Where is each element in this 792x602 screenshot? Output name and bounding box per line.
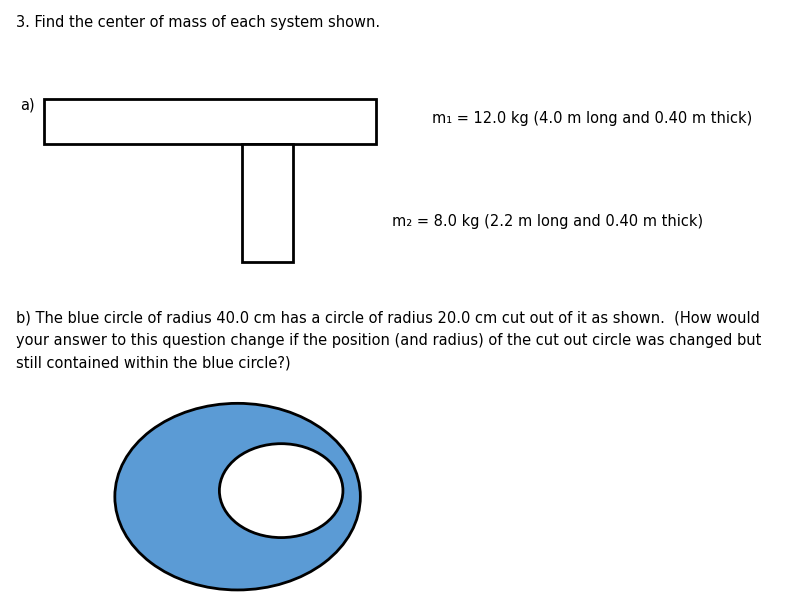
Bar [44,99,376,144]
Text: m₂ = 8.0 kg (2.2 m long and 0.40 m thick): m₂ = 8.0 kg (2.2 m long and 0.40 m thick… [392,214,703,229]
Text: a): a) [20,98,34,113]
Text: 3. Find the center of mass of each system shown.: 3. Find the center of mass of each syste… [16,15,380,30]
Circle shape [219,444,343,538]
Text: m₁ = 12.0 kg (4.0 m long and 0.40 m thick): m₁ = 12.0 kg (4.0 m long and 0.40 m thic… [432,111,752,126]
Text: still contained within the blue circle?): still contained within the blue circle?) [16,356,291,371]
Bar [242,144,293,262]
Text: b) The blue circle of radius 40.0 cm has a circle of radius 20.0 cm cut out of i: b) The blue circle of radius 40.0 cm has… [16,310,760,325]
Circle shape [115,403,360,590]
Text: your answer to this question change if the position (and radius) of the cut out : your answer to this question change if t… [16,333,761,348]
